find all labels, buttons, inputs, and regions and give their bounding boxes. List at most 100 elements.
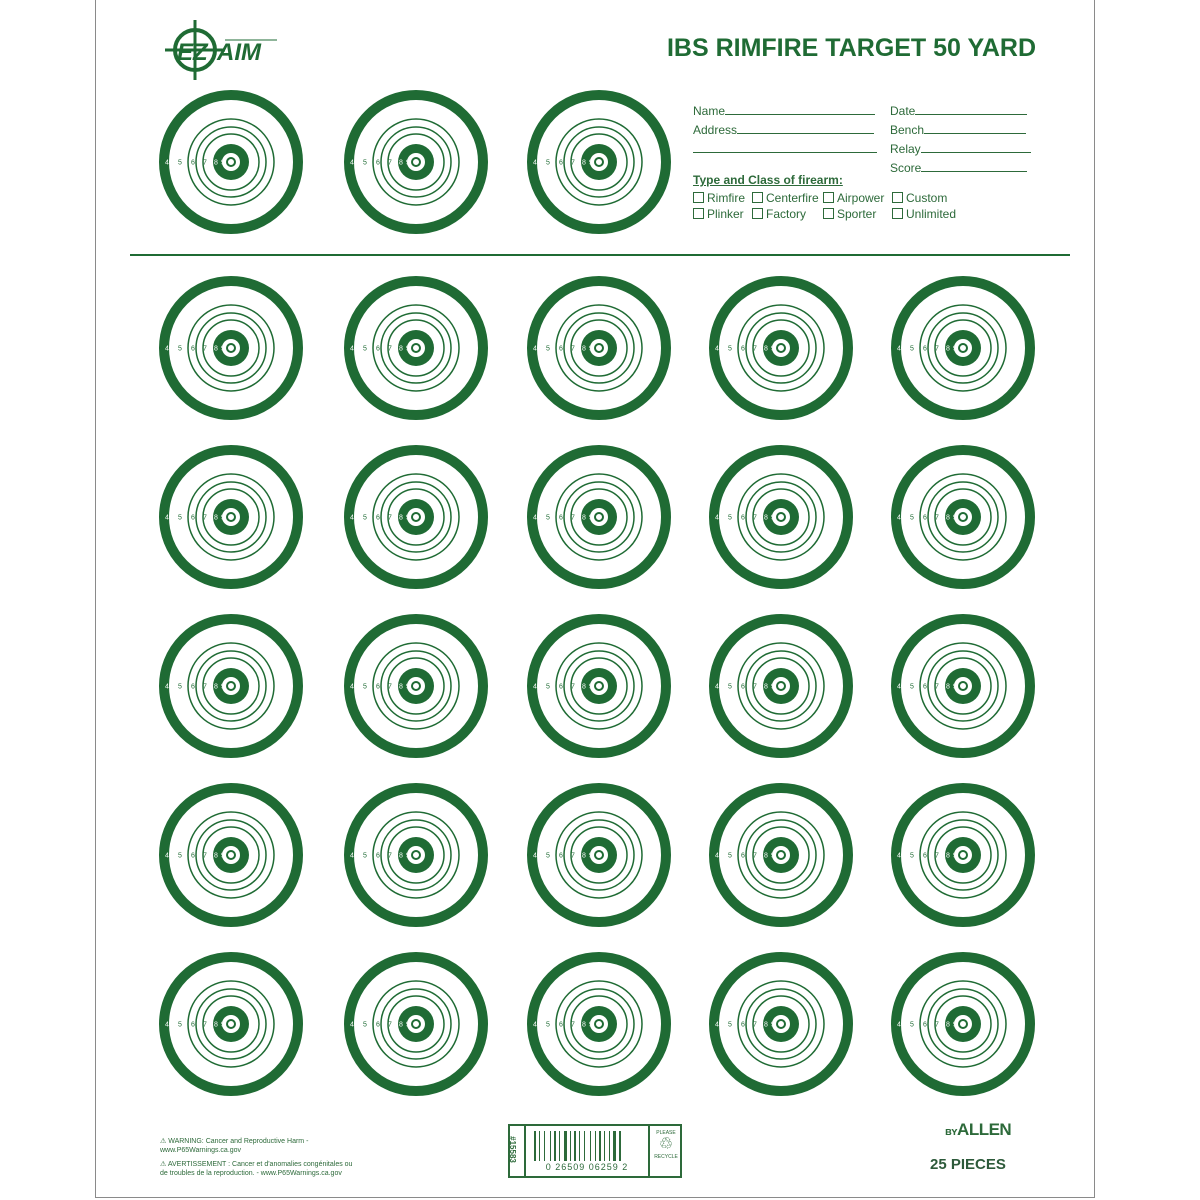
ring-number: 8 xyxy=(399,346,403,353)
scoring-ring xyxy=(927,312,999,384)
ring-number: 4 xyxy=(533,1022,537,1029)
ring-number: 8 xyxy=(764,684,768,691)
date-field[interactable] xyxy=(915,103,1028,115)
checkbox-factory[interactable]: Factory xyxy=(752,207,806,221)
scoring-ring xyxy=(555,642,643,730)
address-label: Address xyxy=(693,123,738,137)
svg-text:AIM: AIM xyxy=(216,39,262,66)
x-ring xyxy=(594,343,604,353)
page-title: IBS RIMFIRE TARGET 50 YARD xyxy=(666,34,1036,62)
ring-number: 5 xyxy=(728,684,732,691)
x-ring xyxy=(594,681,604,691)
scoring-ring xyxy=(745,988,817,1060)
x-ring xyxy=(958,512,968,522)
ring-number: 6 xyxy=(376,1022,380,1029)
ring-number: 6 xyxy=(376,346,380,353)
scoring-ring xyxy=(919,473,1007,561)
relay-field[interactable] xyxy=(920,141,1031,153)
scoring-ring xyxy=(745,312,817,384)
ring-number: 4 xyxy=(533,346,537,353)
ring-number: 6 xyxy=(923,853,927,860)
checkbox-unlimited[interactable]: Unlimited xyxy=(892,207,956,221)
ring-number: 7 xyxy=(753,684,757,691)
ring-number: 9 xyxy=(589,1022,593,1029)
recycle-cell: PLEASE ♲ RECYCLE xyxy=(648,1126,682,1176)
allen-logo: ʙʏALLEN xyxy=(945,1120,1012,1139)
name-field[interactable] xyxy=(725,103,876,115)
ring-number: 9 xyxy=(406,1022,410,1029)
date-label: Date xyxy=(890,104,916,118)
scoring-ring xyxy=(195,481,267,553)
ring-number: 8 xyxy=(946,346,950,353)
scoring-ring xyxy=(752,995,810,1053)
ring-number: 8 xyxy=(582,515,586,522)
ring-number: 8 xyxy=(582,346,586,353)
scoring-ring xyxy=(752,657,810,715)
inner-white xyxy=(222,1015,240,1033)
ring-number: 9 xyxy=(406,515,410,522)
checkbox-box xyxy=(823,208,834,219)
score-field[interactable] xyxy=(921,160,1028,172)
checkbox-custom[interactable]: Custom xyxy=(892,191,947,205)
warning-french-text: AVERTISSEMENT : Cancer et d'anomalies co… xyxy=(160,1161,353,1177)
address-line-2-field[interactable] xyxy=(693,141,877,153)
ring-number: 9 xyxy=(589,515,593,522)
inner-white xyxy=(407,846,425,864)
ring-number: 8 xyxy=(582,160,586,167)
scoring-ring xyxy=(737,642,825,730)
ring-number: 6 xyxy=(923,515,927,522)
outer-ring xyxy=(709,614,853,758)
scoring-ring xyxy=(387,657,445,715)
sku: #15583 xyxy=(507,1136,517,1163)
ring-number: 8 xyxy=(214,515,218,522)
ring-number: 6 xyxy=(559,160,563,167)
scoring-ring xyxy=(934,826,992,884)
ring-number: 6 xyxy=(376,684,380,691)
bench-field[interactable] xyxy=(924,122,1027,134)
barcode-bar xyxy=(564,1131,567,1161)
ring-number: 6 xyxy=(191,1022,195,1029)
checkbox-plinker[interactable]: Plinker xyxy=(693,207,744,221)
ring-number: 6 xyxy=(923,1022,927,1029)
scoring-ring xyxy=(563,312,635,384)
outer-ring xyxy=(159,276,303,420)
ring-number: 7 xyxy=(935,853,939,860)
checkbox-centerfire[interactable]: Centerfire xyxy=(752,191,819,205)
ring-number: 7 xyxy=(753,1022,757,1029)
barcode-bar xyxy=(570,1131,571,1161)
section-divider xyxy=(130,254,1070,256)
inner-white xyxy=(772,677,790,695)
ring-number: 5 xyxy=(728,515,732,522)
scoring-ring xyxy=(372,304,460,392)
ring-number: 7 xyxy=(388,853,392,860)
checkbox-airpower[interactable]: Airpower xyxy=(823,191,884,205)
ring-number: 5 xyxy=(546,346,550,353)
checkbox-box xyxy=(693,208,704,219)
scoring-ring xyxy=(380,126,452,198)
ring-number: 9 xyxy=(589,160,593,167)
inner-white xyxy=(954,339,972,357)
ring-number: 7 xyxy=(935,515,939,522)
ring-number: 5 xyxy=(546,684,550,691)
scoring-ring xyxy=(380,650,452,722)
scoring-ring xyxy=(570,319,628,377)
scoring-ring xyxy=(202,319,260,377)
checkbox-sporter[interactable]: Sporter xyxy=(823,207,876,221)
inner-white xyxy=(590,677,608,695)
warning-english-text: WARNING: Cancer and Reproductive Harm - … xyxy=(160,1138,309,1154)
address-field[interactable] xyxy=(737,122,875,134)
scoring-ring xyxy=(737,304,825,392)
ring-number: 8 xyxy=(764,515,768,522)
scoring-ring xyxy=(570,657,628,715)
ring-number: 9 xyxy=(771,515,775,522)
inner-white xyxy=(407,339,425,357)
x-ring xyxy=(226,343,236,353)
checkbox-rimfire[interactable]: Rimfire xyxy=(693,191,745,205)
outer-ring xyxy=(527,90,671,234)
scoring-ring xyxy=(563,481,635,553)
scoring-ring xyxy=(570,995,628,1053)
